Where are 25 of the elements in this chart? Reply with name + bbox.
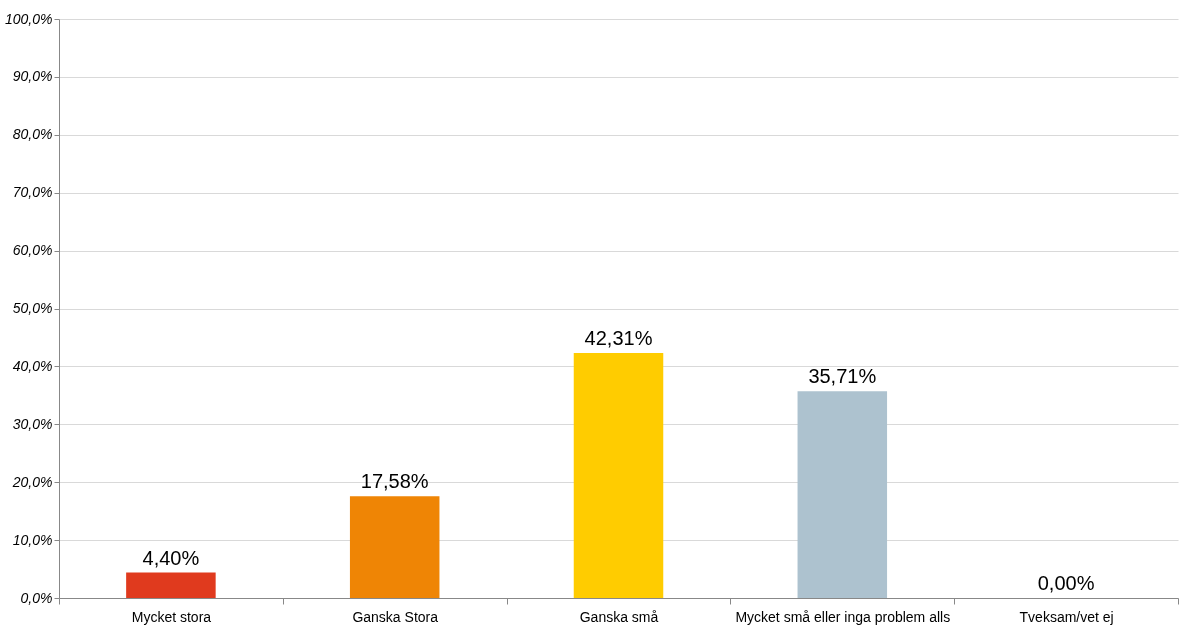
y-tick-label: 100,0% xyxy=(5,10,53,27)
data-label: 42,31% xyxy=(584,327,653,350)
data-label: 4,40% xyxy=(142,546,200,569)
data-label: 35,71% xyxy=(808,365,877,388)
y-tick-label: 10,0% xyxy=(12,531,53,548)
x-tick-label: Tveksam/vet ej xyxy=(1019,608,1114,625)
x-tick-label: Ganska små xyxy=(579,608,659,625)
data-label: 0,00% xyxy=(1037,572,1095,594)
data-label: 17,58% xyxy=(360,470,429,493)
x-tick-label: Ganska Stora xyxy=(352,608,439,625)
x-tick-label: Mycket stora xyxy=(131,608,212,625)
y-tick-label: 40,0% xyxy=(12,357,53,374)
y-tick-label: 50,0% xyxy=(12,300,53,316)
x-tick-label: Mycket små eller inga problem alls xyxy=(735,608,951,625)
bar xyxy=(797,391,888,598)
y-tick-label: 0,0% xyxy=(20,589,53,606)
y-tick-label: 90,0% xyxy=(12,68,53,85)
y-tick-label: 20,0% xyxy=(11,473,53,490)
bar xyxy=(349,496,440,598)
y-tick-label: 80,0% xyxy=(12,126,53,143)
y-tick-label: 60,0% xyxy=(12,242,53,259)
bar xyxy=(573,353,664,598)
bar xyxy=(126,572,216,598)
y-tick-label: 30,0% xyxy=(12,415,53,432)
y-tick-label: 70,0% xyxy=(12,184,53,201)
